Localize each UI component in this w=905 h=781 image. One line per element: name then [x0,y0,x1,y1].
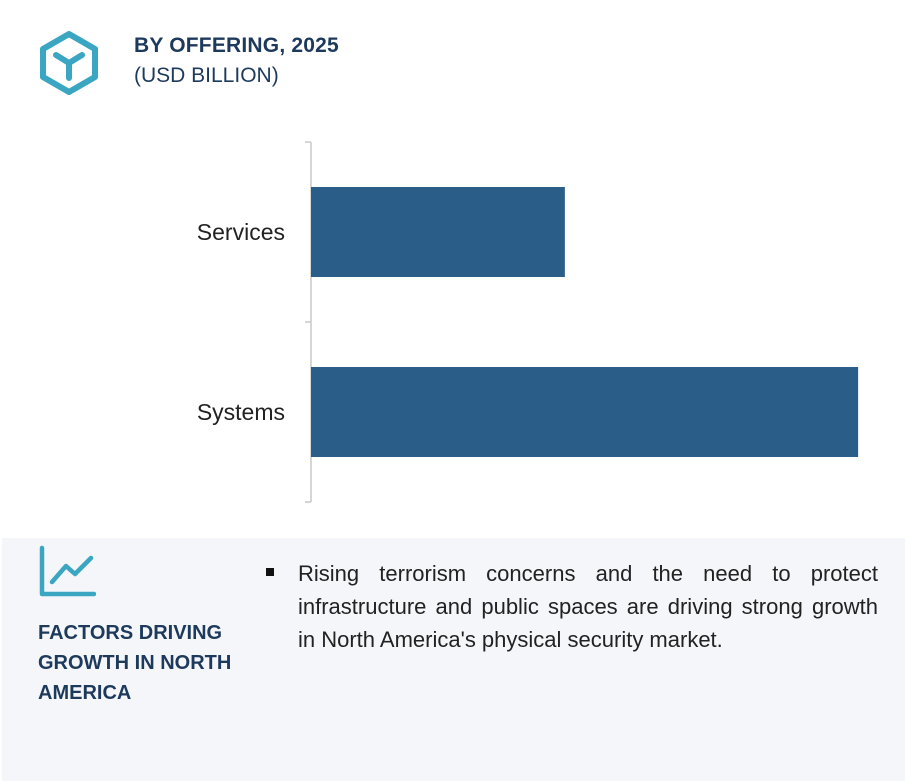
chart-title: BY OFFERING, 2025 [134,34,339,57]
bar-services [311,187,565,277]
factors-bullet-text: Rising terrorism concerns and the need t… [298,561,878,652]
factors-panel: FACTORS DRIVING GROWTH IN NORTH AMERICA … [2,538,905,781]
factors-title: FACTORS DRIVING GROWTH IN NORTH AMERICA [38,622,232,704]
chart-header: BY OFFERING, 2025 (USD BILLION) [38,30,898,100]
bar-systems [311,367,859,457]
cube-logo-icon [40,31,98,95]
category-label-services: Services [197,219,285,245]
bullet-marker [266,568,274,576]
category-label-systems: Systems [197,399,285,425]
trend-chart-icon [39,545,96,597]
chart-subtitle: (USD BILLION) [134,64,279,87]
bar-chart: Services Systems [197,141,859,503]
